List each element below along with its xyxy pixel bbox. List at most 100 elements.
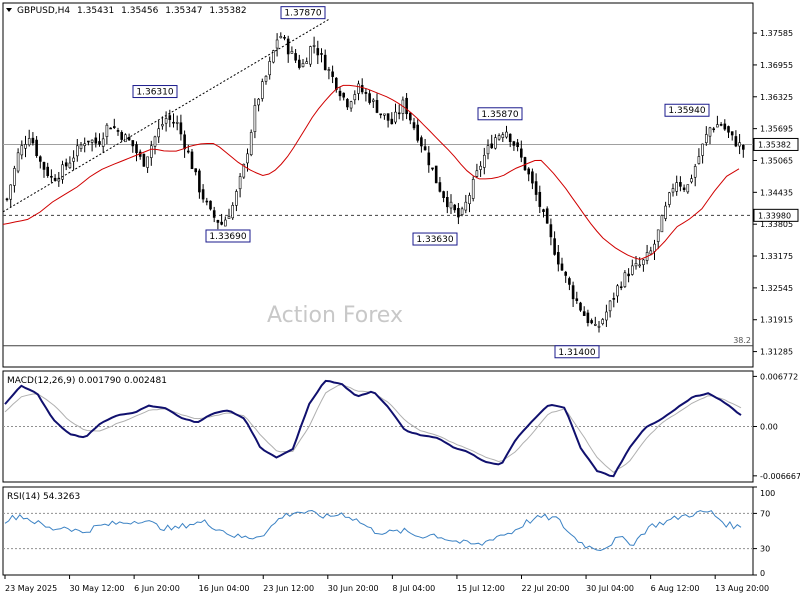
candle — [482, 147, 486, 175]
candlestick-series[interactable] — [5, 32, 745, 333]
candle — [660, 214, 664, 233]
candle — [679, 176, 682, 192]
candle — [516, 139, 519, 152]
candle — [494, 134, 497, 150]
price-tick-label: 1.36955 — [760, 61, 793, 70]
candle — [568, 276, 571, 291]
candle — [701, 143, 704, 164]
macd-tick-label: 0.00 — [760, 423, 778, 432]
rsi-pane[interactable] — [2, 486, 754, 576]
rsi-tick-label: 30 — [760, 545, 770, 554]
time-tick-label: 6 Aug 12:00 — [651, 584, 700, 593]
candle — [260, 78, 264, 102]
candle — [730, 131, 734, 141]
current-price-label: 1.35382 — [758, 140, 791, 149]
candle — [575, 291, 579, 304]
candle — [512, 140, 516, 151]
candle — [664, 201, 667, 222]
candle — [434, 165, 438, 184]
candle — [305, 57, 309, 64]
current-price-box — [753, 137, 799, 151]
time-tick-label: 30 Jun 20:00 — [328, 584, 379, 593]
open-value: 1.35431 — [77, 6, 114, 16]
swing-label-low: 1.33630 — [416, 235, 453, 245]
price-tick-label: 1.33175 — [760, 252, 793, 261]
macd-main-line — [4, 379, 742, 478]
candle — [475, 163, 479, 179]
candle — [157, 120, 160, 144]
candle — [46, 162, 50, 178]
candle — [438, 176, 442, 193]
candle — [431, 167, 434, 171]
candle — [383, 113, 386, 120]
candle — [360, 78, 364, 95]
swing-label-low: 1.33690 — [209, 232, 246, 242]
candle — [579, 301, 582, 312]
candle — [368, 89, 371, 105]
candle — [379, 113, 383, 119]
candle — [675, 175, 679, 196]
candle — [386, 113, 390, 128]
candle — [42, 161, 46, 178]
candle — [120, 130, 123, 143]
candle — [719, 122, 723, 127]
candle — [224, 216, 227, 227]
candle — [556, 245, 560, 272]
candle — [738, 133, 741, 155]
candle — [460, 206, 464, 217]
candle — [161, 116, 164, 130]
candle — [501, 132, 505, 143]
price-tick-label: 1.31915 — [760, 316, 793, 325]
time-tick-label: 30 Jul 04:00 — [586, 584, 634, 593]
swing-label-high: 1.35940 — [668, 106, 705, 116]
candle — [142, 153, 146, 167]
rsi-tick-label: 70 — [760, 509, 770, 518]
collapse-triangle-icon[interactable] — [6, 8, 12, 12]
candle — [216, 219, 220, 230]
swing-label-box — [280, 6, 326, 20]
candle — [116, 127, 120, 136]
candle — [457, 202, 460, 225]
swing-label-high: 1.37870 — [284, 9, 321, 19]
candle — [479, 161, 482, 177]
candle — [20, 140, 24, 160]
rsi-line — [4, 509, 742, 552]
candle — [334, 77, 338, 93]
candle — [168, 109, 172, 128]
candle — [656, 229, 660, 250]
time-tick-label: 13 Aug 20:00 — [715, 584, 769, 593]
price-pane[interactable] — [2, 2, 754, 368]
candle — [90, 139, 94, 152]
candle — [35, 136, 38, 158]
candle — [227, 208, 231, 219]
candle — [741, 144, 745, 158]
candle — [5, 197, 9, 202]
candle — [468, 192, 471, 213]
candle — [153, 135, 157, 155]
candle — [727, 125, 730, 138]
candle — [553, 231, 556, 256]
low-value: 1.35347 — [165, 6, 202, 16]
candle — [505, 125, 508, 139]
candle — [57, 171, 61, 187]
candle — [667, 191, 671, 208]
swing-label-box — [412, 232, 458, 246]
candle — [420, 135, 423, 153]
candle — [79, 142, 83, 152]
candle — [704, 126, 708, 146]
watermark: Action Forex — [267, 303, 403, 328]
candle — [605, 304, 608, 327]
candle — [87, 140, 90, 146]
candle — [72, 150, 75, 171]
candle — [616, 284, 619, 303]
candle — [264, 75, 268, 85]
candle — [590, 318, 593, 325]
candle — [146, 156, 149, 173]
price-tick-label: 1.37585 — [760, 29, 793, 38]
candle — [127, 133, 131, 141]
candle — [301, 58, 305, 68]
high-value: 1.35456 — [121, 6, 158, 16]
time-tick-label: 15 Jul 12:00 — [457, 584, 505, 593]
rsi-tick-label: 100 — [760, 489, 775, 498]
candle — [375, 93, 379, 114]
